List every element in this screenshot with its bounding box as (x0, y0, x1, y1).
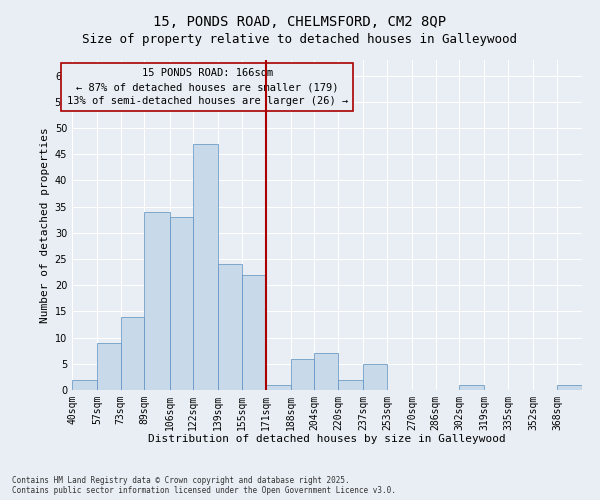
Bar (460, 385, 484, 390)
Bar (145, 212, 170, 390)
Y-axis label: Number of detached properties: Number of detached properties (40, 127, 50, 323)
Text: Contains HM Land Registry data © Crown copyright and database right 2025.
Contai: Contains HM Land Registry data © Crown c… (12, 476, 396, 495)
Bar (72, 380, 97, 390)
Bar (218, 264, 242, 390)
Text: 15 PONDS ROAD: 166sqm
← 87% of detached houses are smaller (179)
13% of semi-det: 15 PONDS ROAD: 166sqm ← 87% of detached … (67, 68, 348, 106)
Bar (338, 380, 363, 390)
Text: Size of property relative to detached houses in Galleywood: Size of property relative to detached ho… (83, 32, 517, 46)
X-axis label: Distribution of detached houses by size in Galleywood: Distribution of detached houses by size … (148, 434, 506, 444)
Text: 15, PONDS ROAD, CHELMSFORD, CM2 8QP: 15, PONDS ROAD, CHELMSFORD, CM2 8QP (154, 15, 446, 29)
Bar (266, 385, 291, 390)
Bar (557, 385, 582, 390)
Bar (314, 354, 338, 390)
Bar (363, 364, 387, 390)
Bar (97, 343, 121, 390)
Bar (121, 316, 145, 390)
Bar (242, 275, 266, 390)
Bar (170, 217, 193, 390)
Bar (291, 358, 314, 390)
Bar (193, 144, 218, 390)
